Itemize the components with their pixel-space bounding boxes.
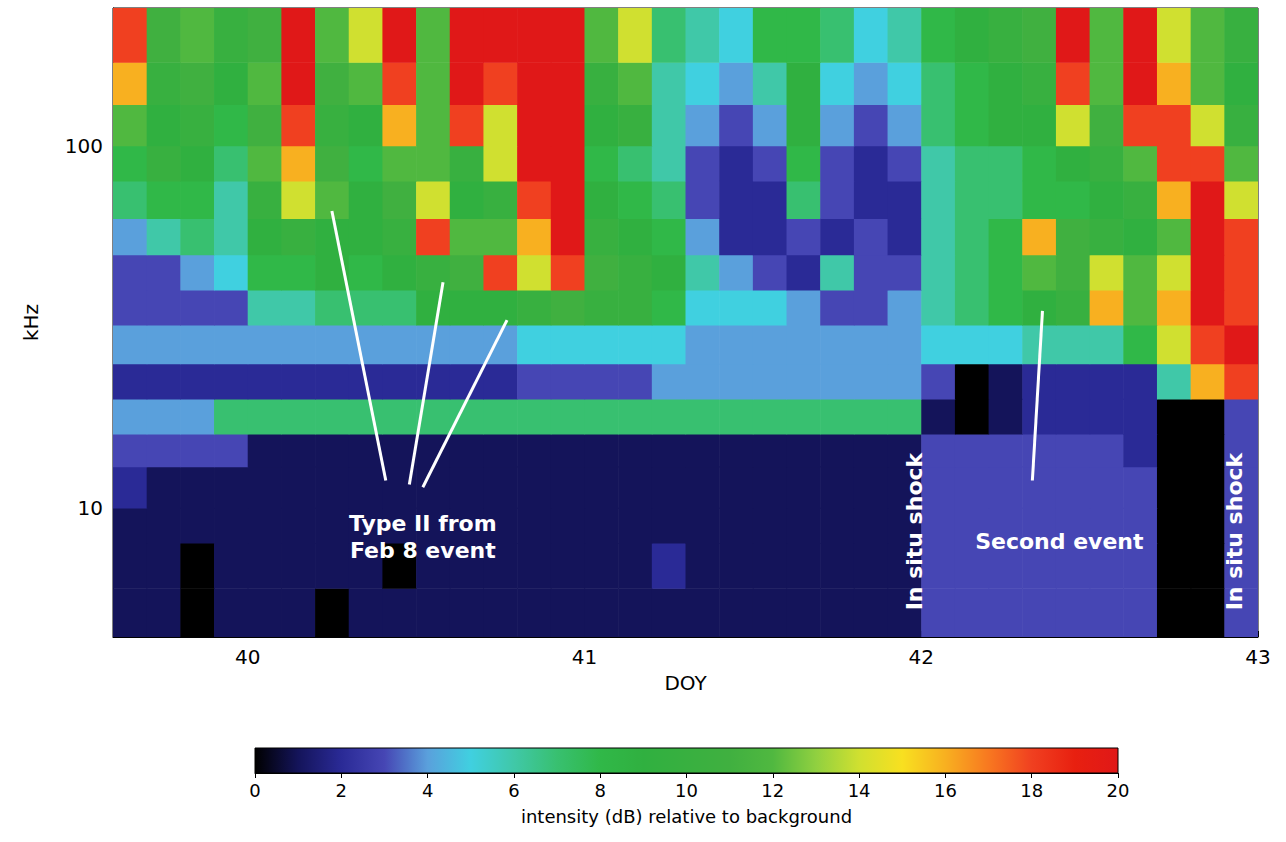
svg-text:42: 42 [909, 645, 934, 669]
svg-text:DOY: DOY [664, 671, 707, 695]
svg-text:Second event: Second event [975, 529, 1144, 554]
svg-text:40: 40 [235, 645, 260, 669]
svg-text:18: 18 [1020, 780, 1043, 801]
svg-text:In situ shock: In situ shock [902, 451, 927, 610]
svg-text:100: 100 [65, 134, 103, 158]
svg-text:41: 41 [572, 645, 597, 669]
svg-text:43: 43 [1245, 645, 1270, 669]
svg-text:2: 2 [336, 780, 347, 801]
svg-text:20: 20 [1107, 780, 1130, 801]
svg-text:intensity (dB) relative to bac: intensity (dB) relative to background [521, 806, 852, 827]
svg-text:4: 4 [422, 780, 433, 801]
svg-text:8: 8 [594, 780, 605, 801]
svg-text:Type II from: Type II from [349, 511, 497, 536]
svg-text:12: 12 [761, 780, 784, 801]
svg-text:10: 10 [675, 780, 698, 801]
svg-text:16: 16 [934, 780, 957, 801]
svg-text:14: 14 [848, 780, 871, 801]
svg-text:0: 0 [249, 780, 260, 801]
svg-text:kHz: kHz [19, 304, 43, 341]
svg-text:In situ shock: In situ shock [1222, 451, 1247, 610]
svg-text:10: 10 [78, 496, 103, 520]
svg-text:6: 6 [508, 780, 519, 801]
svg-text:Feb 8 event: Feb 8 event [350, 538, 496, 563]
